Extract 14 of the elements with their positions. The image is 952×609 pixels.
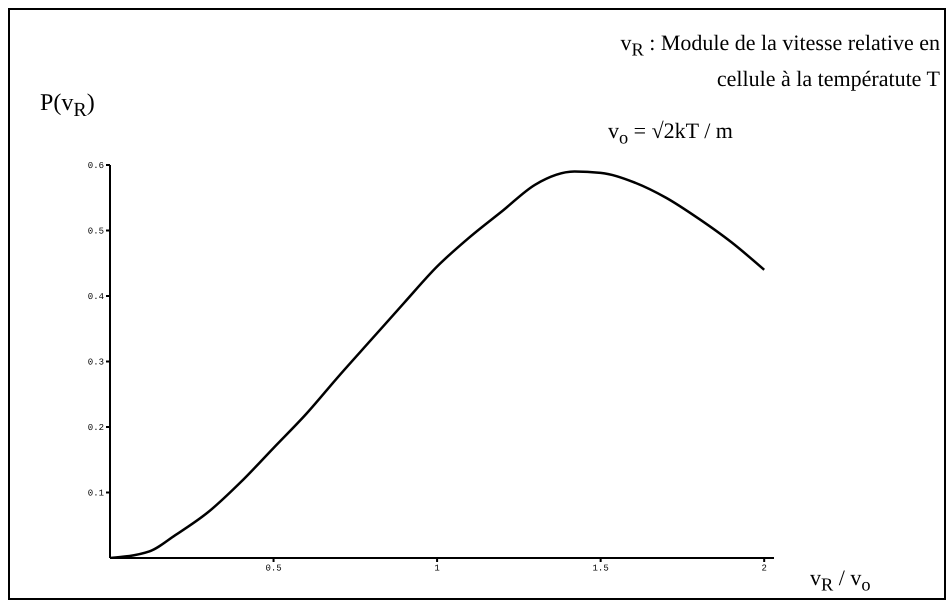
y-tick-label: 0.1 <box>88 488 104 499</box>
x-tick-label: 1 <box>434 563 440 574</box>
y-tick-label: 0.6 <box>88 161 104 172</box>
y-tick-label: 0.2 <box>88 423 104 434</box>
y-tick-label: 0.5 <box>88 226 104 237</box>
text: v$_{R}$ : Module de la vitesse relative en cellule à la températute T <box>620 29 940 94</box>
x-tick-label: 2 <box>761 563 767 574</box>
y-tick-label: 0.3 <box>88 358 104 368</box>
x-tick-label: 0.5 <box>265 563 282 574</box>
y-tick-label: 0.4 <box>88 292 104 302</box>
x-tick-label: 1.5 <box>592 563 609 574</box>
text: v$_{o}$ = √2kT / m <box>608 118 733 148</box>
y-axis-title: P(v$_{R}$) <box>40 90 95 122</box>
x-axis-title: v$_{R}$ / v$_{o}$ <box>810 565 871 596</box>
